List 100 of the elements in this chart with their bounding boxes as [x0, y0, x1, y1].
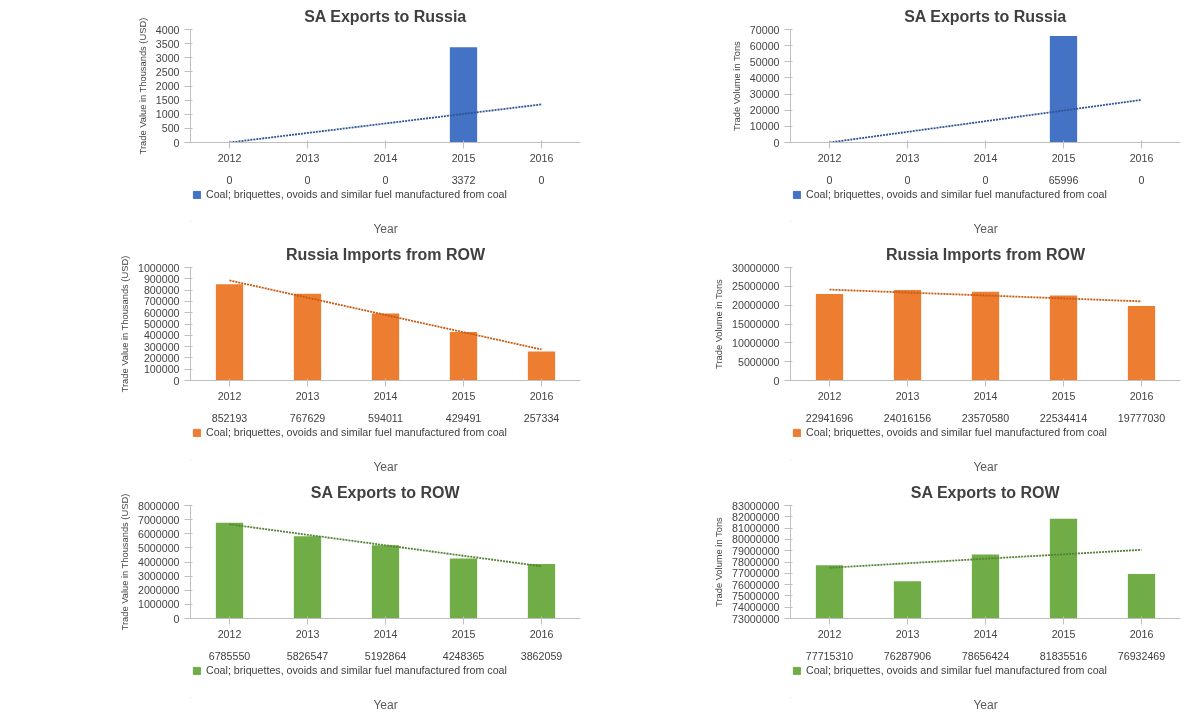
legend-label: Coal; briquettes, ovoids and similar fuel manufactured from coal	[806, 426, 1107, 438]
x-tick-label: 2015	[1051, 389, 1076, 402]
legend-label: Coal; briquettes, ovoids and similar fuel manufactured from coal	[806, 188, 1107, 200]
y-tick-label: 0	[173, 374, 180, 387]
bar	[527, 563, 556, 619]
data-label: 65996	[1048, 173, 1079, 186]
y-tick-label: 30000	[749, 88, 780, 101]
x-axis-title: Year	[973, 221, 998, 236]
x-tick-label: 2013	[295, 151, 320, 164]
y-tick-label: 6000000	[138, 527, 180, 540]
legend-label: Coal; briquettes, ovoids and similar fuel manufactured from coal	[206, 426, 507, 438]
bar	[293, 536, 322, 619]
x-tick-label: 2016	[529, 627, 554, 640]
y-tick-label: 82000000	[732, 510, 780, 523]
x-tick-label: 2016	[1129, 151, 1154, 164]
data-label: 0	[382, 173, 389, 186]
data-label: 0	[826, 173, 833, 186]
x-tick-label: 2015	[1051, 151, 1076, 164]
bar	[527, 351, 556, 381]
bar	[371, 313, 400, 381]
y-tick-label: 1000000	[138, 261, 180, 274]
y-tick-label: 0	[773, 374, 780, 387]
y-tick-label: 5000000	[738, 355, 780, 368]
data-label: 81835516	[1039, 649, 1088, 662]
y-tick-label: 300000	[143, 340, 180, 353]
data-label: 0	[982, 173, 989, 186]
bar	[1049, 295, 1078, 381]
y-tick-label: 100000	[143, 363, 180, 376]
data-label: 24016156	[883, 411, 932, 424]
data-label: 767629	[289, 411, 326, 424]
y-tick-label: 0	[173, 136, 180, 149]
x-tick-label: 2012	[817, 389, 842, 402]
y-tick-label: 800000	[143, 284, 180, 297]
y-tick-label: 3000	[155, 51, 180, 64]
y-tick-label: 40000	[749, 71, 780, 84]
y-tick-label: 700000	[143, 295, 180, 308]
x-tick-label: 2015	[451, 627, 476, 640]
y-tick-label: 79000000	[732, 544, 780, 557]
x-axis-title: Year	[973, 459, 998, 474]
y-tick-label: 50000	[749, 55, 780, 68]
legend-label: Coal; briquettes, ovoids and similar fuel manufactured from coal	[206, 664, 507, 676]
x-tick-label: 2015	[1051, 627, 1076, 640]
y-tick-label: 15000000	[732, 318, 780, 330]
x-tick-label: 2012	[817, 151, 842, 164]
y-tick-label: 10000	[749, 120, 780, 133]
data-label: 0	[226, 173, 233, 186]
x-tick-label: 2012	[217, 627, 242, 640]
y-tick-label: 81000000	[732, 522, 780, 535]
y-tick-label: 70000	[749, 23, 780, 36]
x-tick-label: 2016	[1129, 627, 1154, 640]
data-label: 0	[1138, 173, 1145, 186]
data-label: 19777030	[1117, 411, 1166, 424]
line-series	[228, 103, 543, 143]
x-tick-label: 2013	[295, 389, 320, 402]
chart-title: Russia Imports from ROW	[285, 245, 486, 263]
x-tick-label: 2012	[817, 627, 842, 640]
x-tick-label: 2015	[451, 151, 476, 164]
x-tick-label: 2014	[373, 627, 398, 640]
x-tick-label: 2014	[373, 151, 398, 164]
y-tick-label: 4000000	[138, 556, 180, 568]
data-label: 5192864	[364, 649, 407, 662]
data-label: 0	[904, 173, 911, 186]
data-label: 3862059	[520, 649, 563, 662]
x-tick-label: 2014	[973, 627, 998, 640]
y-axis-title: Trade Volume in Tons	[714, 516, 725, 607]
y-tick-label: 8000000	[138, 499, 180, 512]
x-tick-label: 2013	[895, 389, 920, 402]
data-label: 257334	[523, 411, 560, 424]
data-label: 76287906	[883, 649, 932, 662]
x-tick-label: 2014	[973, 151, 998, 164]
x-tick-label: 2013	[895, 151, 920, 164]
y-tick-label: 77000000	[732, 567, 780, 580]
y-tick-label: 2500	[155, 65, 180, 78]
data-label: 22534414	[1039, 411, 1088, 424]
y-tick-label: 20000	[749, 104, 780, 117]
chart-title: SA Exports to ROW	[910, 483, 1061, 501]
y-tick-label: 74000000	[732, 601, 780, 614]
bar	[971, 291, 1000, 381]
y-tick-label: 0	[173, 612, 180, 625]
chart-title: Russia Imports from ROW	[885, 245, 1086, 263]
data-label: 0	[538, 173, 545, 186]
y-tick-label: 4000	[155, 23, 180, 36]
y-tick-label: 3500	[155, 37, 180, 50]
data-label: 76932469	[1117, 649, 1166, 662]
data-label: 594011	[368, 411, 403, 424]
data-label: 3372	[451, 173, 476, 186]
x-tick-label: 2013	[295, 627, 320, 640]
y-tick-label: 30000000	[732, 261, 780, 274]
x-tick-label: 2013	[895, 627, 920, 640]
data-label: 5826547	[286, 649, 329, 662]
data-label: 4248365	[442, 649, 485, 662]
y-tick-label: 900000	[143, 272, 180, 285]
data-label: 22941696	[805, 411, 854, 424]
y-tick-label: 5000000	[138, 541, 180, 554]
y-tick-label: 1000000	[138, 598, 180, 611]
x-tick-label: 2016	[1129, 389, 1154, 402]
bar	[293, 293, 322, 381]
bar	[371, 545, 400, 619]
chart-title: SA Exports to Russia	[304, 7, 467, 25]
line-series	[228, 523, 543, 568]
